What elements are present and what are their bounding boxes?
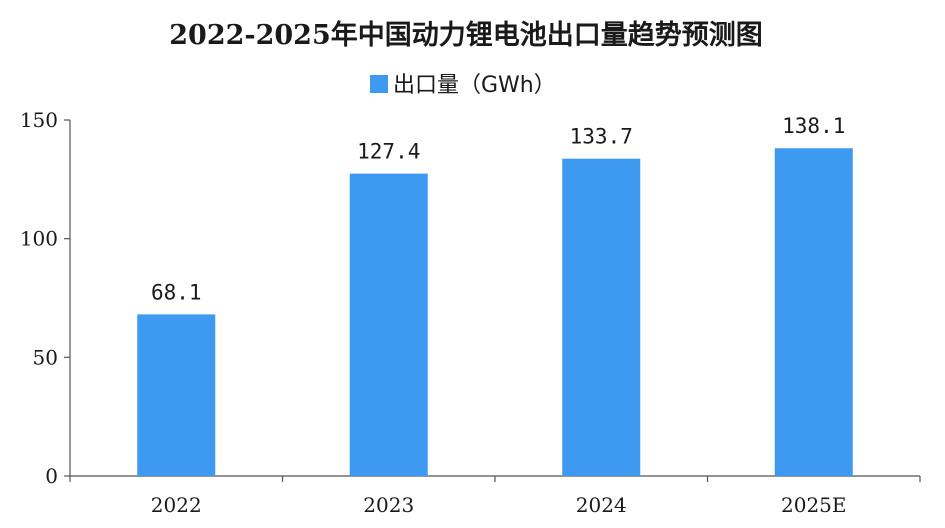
- x-tick-label: 2024: [576, 493, 627, 517]
- bars: [137, 148, 853, 476]
- legend-swatch: [370, 75, 388, 93]
- x-axis: 2022 2023 2024 2025E: [69, 475, 921, 517]
- bar-2024: [562, 158, 641, 476]
- y-tick-label: 50: [33, 345, 58, 369]
- bar-2023: [349, 173, 428, 476]
- data-label: 133.7: [570, 125, 633, 149]
- bar-2025E: [774, 148, 853, 476]
- data-label: 138.1: [782, 114, 845, 138]
- y-tick-label: 0: [45, 464, 58, 488]
- chart-title: 2022-2025年中国动力锂电池出口量趋势预测图: [169, 19, 763, 51]
- legend-label: 出口量（GWh）: [393, 73, 556, 98]
- x-tick-label: 2023: [363, 493, 414, 517]
- data-labels: 68.1 127.4 133.7 138.1: [151, 114, 845, 304]
- data-label: 68.1: [151, 280, 202, 304]
- bar-2022: [137, 314, 216, 476]
- y-tick-label: 150: [20, 108, 58, 132]
- y-tick-label: 100: [20, 227, 58, 251]
- data-label: 127.4: [357, 140, 420, 164]
- x-tick-label: 2022: [151, 493, 202, 517]
- legend: 出口量（GWh）: [370, 73, 556, 98]
- x-tick-label: 2025E: [781, 493, 847, 517]
- y-axis: 0 50 100 150: [20, 108, 71, 488]
